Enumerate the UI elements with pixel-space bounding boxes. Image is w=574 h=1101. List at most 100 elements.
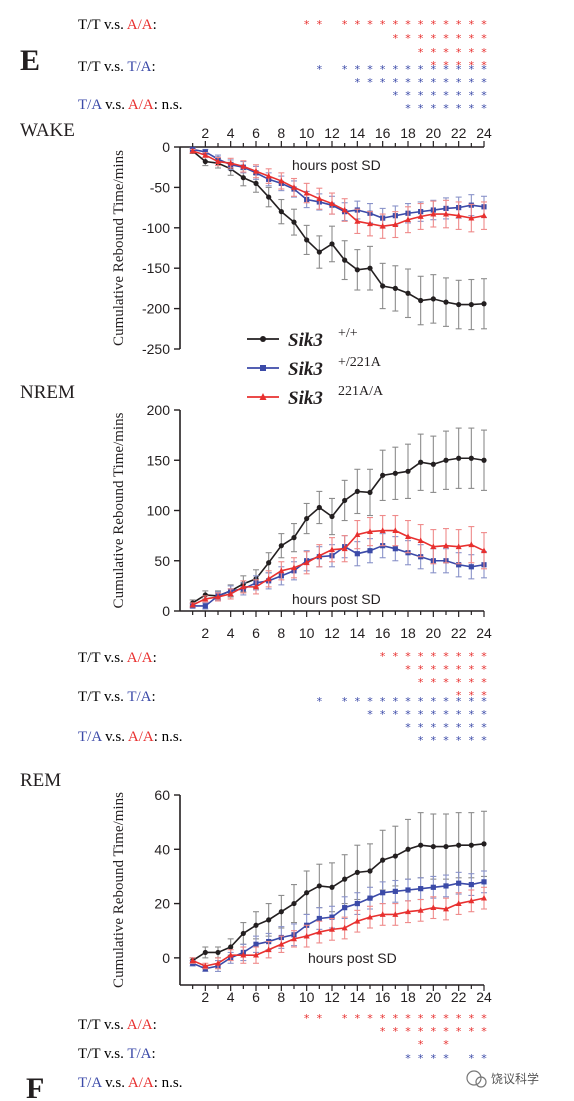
data-point — [253, 922, 259, 928]
significance-star: * — [355, 1012, 361, 1025]
data-point — [202, 949, 208, 956]
significance-star: * — [405, 708, 411, 721]
significance-star: * — [342, 18, 348, 31]
significance-star: * — [481, 1052, 487, 1065]
data-point — [354, 869, 360, 875]
data-point — [481, 894, 487, 901]
significance-star: * — [456, 46, 462, 59]
watermark: 饶议科学 — [466, 1070, 539, 1088]
data-point — [443, 883, 449, 889]
significance-star: * — [431, 59, 437, 72]
x-tick-label: 14 — [350, 625, 366, 641]
significance-star: * — [304, 18, 310, 31]
significance-star: * — [431, 695, 437, 708]
significance-star: * — [456, 721, 462, 734]
data-point — [455, 543, 462, 550]
series-line — [192, 150, 485, 227]
data-point — [240, 583, 247, 590]
significance-star: * — [431, 676, 437, 689]
data-point — [202, 603, 208, 609]
y-axis-label: Cumulative Rebound Time/mins — [111, 792, 127, 988]
x-tick-label: 14 — [350, 125, 366, 141]
significance-star: * — [405, 102, 411, 115]
data-point — [367, 265, 373, 271]
significance-star: * — [443, 734, 449, 747]
x-tick-label: 18 — [400, 625, 416, 641]
data-point — [253, 941, 259, 947]
significance-star: * — [456, 663, 462, 676]
data-point — [367, 895, 373, 901]
data-point — [266, 917, 272, 923]
significance-star: * — [405, 18, 411, 31]
data-point — [342, 905, 348, 911]
y-axis-label: Cumulative Rebound Time/mins — [111, 412, 127, 608]
legend-label: Sik3 — [288, 359, 323, 380]
data-point — [278, 543, 284, 549]
data-point — [291, 219, 297, 225]
legend: Sik3 +/+ Sik3 +/221A Sik3 221A/A — [247, 326, 384, 409]
data-point — [468, 881, 474, 888]
data-point — [304, 890, 310, 896]
data-point — [266, 560, 272, 566]
x-tick-label: 24 — [476, 125, 492, 141]
significance-star: * — [456, 708, 462, 721]
data-point — [354, 551, 360, 557]
data-point — [278, 209, 284, 215]
y-tick-label: -250 — [142, 341, 170, 357]
data-point — [240, 163, 247, 169]
significance-star: * — [481, 676, 487, 689]
significance-star: * — [469, 63, 475, 76]
data-point — [481, 301, 487, 307]
significance-star: * — [481, 734, 487, 747]
significance-star: * — [380, 1012, 386, 1025]
svg-text:T/T v.s. A/A:: T/T v.s. A/A: — [78, 17, 157, 33]
x-tick-label: 16 — [375, 125, 391, 141]
significance-star: * — [469, 695, 475, 708]
significance-star: * — [456, 676, 462, 689]
data-point — [341, 924, 348, 931]
significance-star: * — [431, 663, 437, 676]
data-point — [417, 907, 424, 913]
significance-star: * — [367, 695, 373, 708]
significance-star: * — [405, 721, 411, 734]
cmp-tt-aa-right: A/A — [127, 17, 153, 33]
significance-star: * — [431, 721, 437, 734]
data-point — [468, 301, 474, 308]
significance-star: * — [418, 102, 424, 115]
significance-star: * — [481, 89, 487, 102]
significance-star: * — [355, 63, 361, 76]
data-point — [430, 296, 436, 302]
data-point — [202, 158, 208, 165]
legend-label: Sik3 — [288, 330, 323, 351]
significance-star: * — [380, 695, 386, 708]
significance-star: * — [418, 1012, 424, 1025]
data-point — [481, 841, 487, 847]
svg-text:T/T v.s. A/A:: T/T v.s. A/A: — [78, 1017, 157, 1033]
x-tick-label: 6 — [252, 625, 260, 641]
data-point — [468, 842, 474, 848]
series-+/+ — [189, 427, 487, 607]
panel-label: WAKE — [20, 120, 75, 141]
watermark-text: 饶议科学 — [491, 1071, 539, 1086]
significance-star: * — [443, 32, 449, 45]
significance-star: * — [355, 18, 361, 31]
data-point — [481, 879, 487, 885]
cmp-tt-ta-colon: : — [152, 59, 156, 75]
significance-star: * — [443, 1038, 449, 1051]
data-point — [417, 213, 424, 219]
wechat-icon — [466, 1070, 482, 1086]
data-point — [392, 853, 398, 859]
x-tick-label: 10 — [299, 625, 315, 641]
cmp-tt-ta-left: T/T v.s. — [78, 59, 127, 75]
significance-star: * — [418, 721, 424, 734]
y-tick-label: 0 — [162, 950, 170, 966]
significance-star: * — [481, 63, 487, 76]
significance-star: * — [443, 721, 449, 734]
data-point — [303, 559, 310, 566]
significance-star: * — [380, 63, 386, 76]
data-point — [240, 175, 246, 181]
x-tick-label: 20 — [426, 989, 442, 1005]
significance-star: * — [393, 1012, 399, 1025]
significance-star: * — [481, 1012, 487, 1025]
